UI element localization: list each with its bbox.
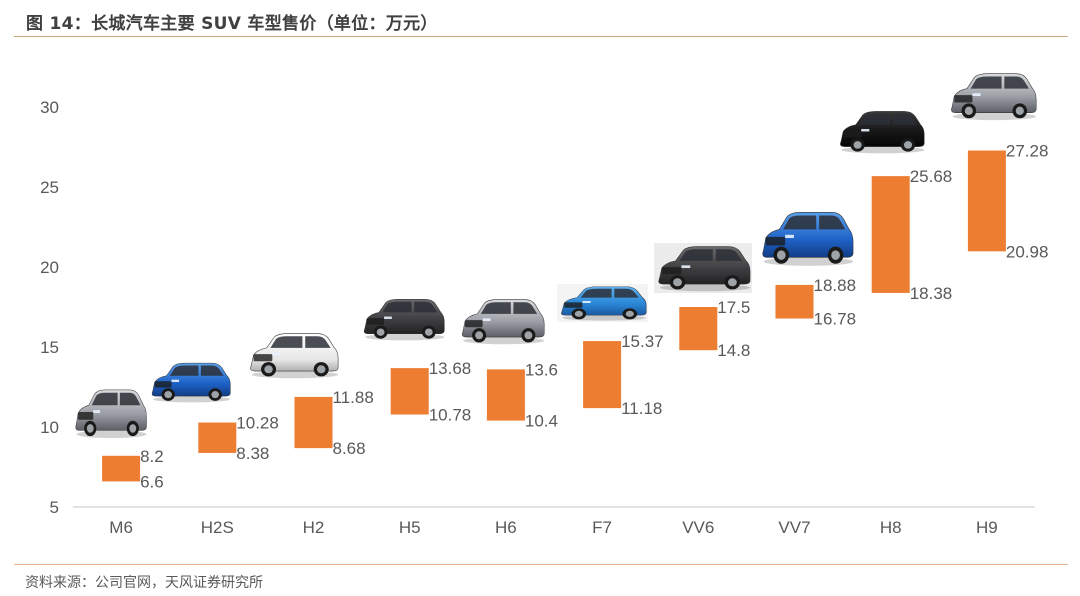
price-range-bar bbox=[775, 284, 814, 319]
y-tick-label: 20 bbox=[40, 258, 59, 277]
y-tick-label: 5 bbox=[50, 498, 59, 517]
price-range-bar bbox=[102, 455, 141, 482]
max-price-label: 25.68 bbox=[910, 167, 953, 186]
x-axis: M6 H2S H2 H5 H6 F7 VV6 VV7 H8 H9 bbox=[109, 518, 997, 537]
x-tick-label: VV7 bbox=[778, 518, 810, 537]
x-tick-label: H5 bbox=[399, 518, 421, 537]
source-note: 资料来源：公司官网，天风证券研究所 bbox=[25, 575, 263, 591]
bars bbox=[102, 150, 1006, 482]
min-price-label: 14.8 bbox=[717, 341, 750, 360]
min-price-label: 11.18 bbox=[621, 399, 662, 418]
car-image-h9 bbox=[951, 73, 1037, 121]
car-image-h8 bbox=[840, 111, 925, 154]
min-price-label: 16.78 bbox=[814, 310, 857, 329]
max-price-label: 18.88 bbox=[814, 276, 857, 295]
car-images bbox=[75, 73, 1037, 439]
min-price-label: 8.38 bbox=[236, 444, 269, 463]
min-price-label: 18.38 bbox=[910, 284, 953, 303]
max-price-label: 8.2 bbox=[140, 447, 164, 466]
price-range-bar bbox=[294, 396, 333, 449]
price-range-bar bbox=[583, 341, 622, 409]
y-tick-label: 25 bbox=[40, 178, 59, 197]
x-tick-label: H6 bbox=[495, 518, 517, 537]
max-price-label: 27.28 bbox=[1006, 142, 1049, 161]
max-price-label: 10.28 bbox=[236, 414, 279, 433]
price-range-bar bbox=[486, 369, 525, 421]
car-image-h2 bbox=[250, 333, 339, 379]
car-image-f7 bbox=[557, 284, 648, 322]
max-price-label: 13.6 bbox=[525, 360, 558, 379]
min-price-label: 6.6 bbox=[140, 472, 164, 491]
x-tick-label: VV6 bbox=[682, 518, 714, 537]
min-price-label: 10.4 bbox=[525, 412, 558, 431]
x-tick-label: F7 bbox=[592, 518, 612, 537]
y-tick-label: 30 bbox=[40, 98, 59, 117]
max-price-label: 11.88 bbox=[333, 388, 374, 407]
x-tick-label: H2 bbox=[303, 518, 325, 537]
x-tick-label: H8 bbox=[880, 518, 902, 537]
car-image-vv7 bbox=[762, 211, 854, 266]
max-price-label: 17.5 bbox=[717, 298, 750, 317]
price-range-bar bbox=[390, 368, 429, 415]
min-price-label: 20.98 bbox=[1006, 242, 1049, 261]
min-price-label: 8.68 bbox=[333, 439, 366, 458]
price-range-bar bbox=[967, 150, 1006, 252]
x-tick-label: H2S bbox=[201, 518, 234, 537]
car-image-vv6 bbox=[654, 243, 752, 293]
data-labels: 8.2 6.6 10.28 8.38 11.88 8.68 13.68 10.78 13.6 10… bbox=[140, 142, 1048, 492]
max-price-label: 13.68 bbox=[429, 359, 472, 378]
x-tick-label: M6 bbox=[109, 518, 133, 537]
y-tick-label: 10 bbox=[40, 418, 59, 437]
price-range-bar bbox=[198, 422, 237, 453]
car-image-h5 bbox=[363, 299, 445, 341]
price-range-bar bbox=[679, 307, 718, 351]
title-divider bbox=[14, 36, 1068, 37]
car-image-m6 bbox=[75, 389, 147, 439]
x-tick-label: H9 bbox=[976, 518, 998, 537]
min-price-label: 10.78 bbox=[429, 406, 472, 425]
y-axis: 5 10 15 20 25 30 bbox=[40, 98, 59, 517]
car-image-h6 bbox=[462, 299, 545, 345]
source-divider bbox=[14, 564, 1068, 565]
max-price-label: 15.37 bbox=[621, 332, 664, 351]
car-image-h2s bbox=[151, 362, 231, 403]
y-tick-label: 15 bbox=[40, 338, 59, 357]
figure-title: 图 14：长城汽车主要 SUV 车型售价（单位：万元） bbox=[26, 14, 438, 34]
price-range-bar bbox=[871, 176, 910, 293]
